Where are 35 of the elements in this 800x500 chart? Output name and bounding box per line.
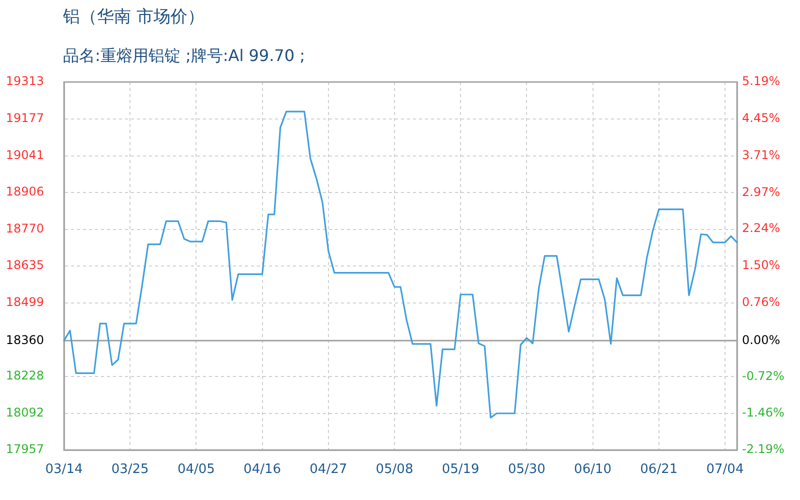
x-tick-label: 05/30	[508, 462, 546, 478]
x-tick-label: 05/19	[442, 462, 480, 478]
x-tick-label: 03/14	[45, 462, 83, 478]
y-tick-label: 19313	[6, 74, 44, 88]
y2-tick-label: 2.97%	[742, 184, 780, 199]
y-tick-label: 18499	[6, 295, 44, 310]
y2-tick-label: 0.00%	[742, 332, 780, 347]
y2-tick-label: 0.76%	[742, 295, 780, 310]
x-tick-label: 04/16	[244, 462, 282, 478]
y2-tick-label: -0.72%	[742, 368, 784, 383]
x-tick-label: 03/25	[111, 462, 149, 478]
y-tick-label: 19177	[6, 111, 44, 126]
y-tick-label: 18770	[6, 221, 44, 236]
x-tick-label: 06/21	[640, 462, 678, 478]
x-tick-label: 04/27	[310, 462, 348, 478]
y-tick-label: 18635	[6, 258, 44, 272]
y2-tick-label: 3.71%	[742, 148, 780, 162]
y2-tick-label: -2.19%	[742, 442, 784, 456]
y-tick-label: 17957	[6, 442, 44, 456]
y2-tick-label: 1.50%	[742, 258, 780, 272]
x-tick-label: 06/10	[574, 462, 612, 478]
y2-tick-label: 2.24%	[742, 221, 780, 236]
y2-tick-label: 5.19%	[742, 74, 780, 88]
y2-tick-label: 4.45%	[742, 111, 780, 126]
y-tick-label: 18906	[6, 184, 44, 199]
y-tick-label: 19041	[6, 148, 44, 162]
x-tick-label: 05/08	[376, 462, 414, 478]
chart-subtitle: 品名:重熔用铝锭 ;牌号:Al 99.70 ;	[63, 46, 306, 66]
chart-title: 铝（华南 市场价）	[63, 7, 204, 28]
y-tick-label: 18228	[6, 368, 44, 383]
x-tick-label: 07/04	[706, 462, 744, 478]
y-tick-label: 18360	[6, 332, 44, 347]
x-tick-label: 04/05	[177, 462, 215, 478]
y2-tick-label: -1.46%	[742, 406, 784, 420]
y-tick-label: 18092	[6, 405, 44, 420]
